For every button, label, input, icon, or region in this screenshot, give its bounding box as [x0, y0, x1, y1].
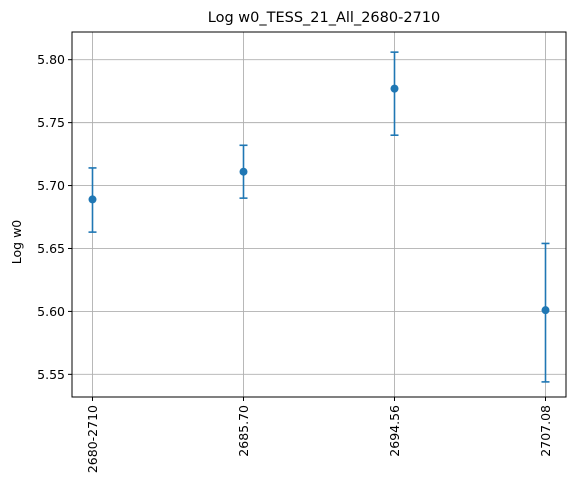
y-tick-label: 5.65: [37, 241, 65, 256]
data-point: [88, 195, 97, 204]
data-marks: [88, 51, 550, 383]
x-tick-label: 2707.08: [538, 405, 553, 457]
data-point: [239, 167, 248, 176]
x-tick-label: 2694.56: [387, 405, 402, 457]
chart-title: Log w0_TESS_21_All_2680-2710: [208, 10, 440, 26]
axis-ticks: 5.55 5.60 5.65 5.70 5.75 5.80 2680-2710 2685.70…: [37, 52, 553, 473]
y-tick-label: 5.55: [37, 367, 65, 382]
plot-frame: [71, 31, 567, 398]
y-tick-label: 5.75: [37, 115, 65, 130]
data-point: [541, 306, 550, 315]
grid: [72, 32, 566, 397]
x-tick-label: 2685.70: [236, 405, 251, 457]
y-tick-label: 5.80: [37, 52, 65, 67]
data-point: [390, 84, 399, 93]
y-tick-label: 5.70: [37, 178, 65, 193]
y-tick-label: 5.60: [37, 304, 65, 319]
y-axis-label: Log w0: [9, 220, 24, 265]
x-tick-label: 2680-2710: [85, 405, 100, 473]
